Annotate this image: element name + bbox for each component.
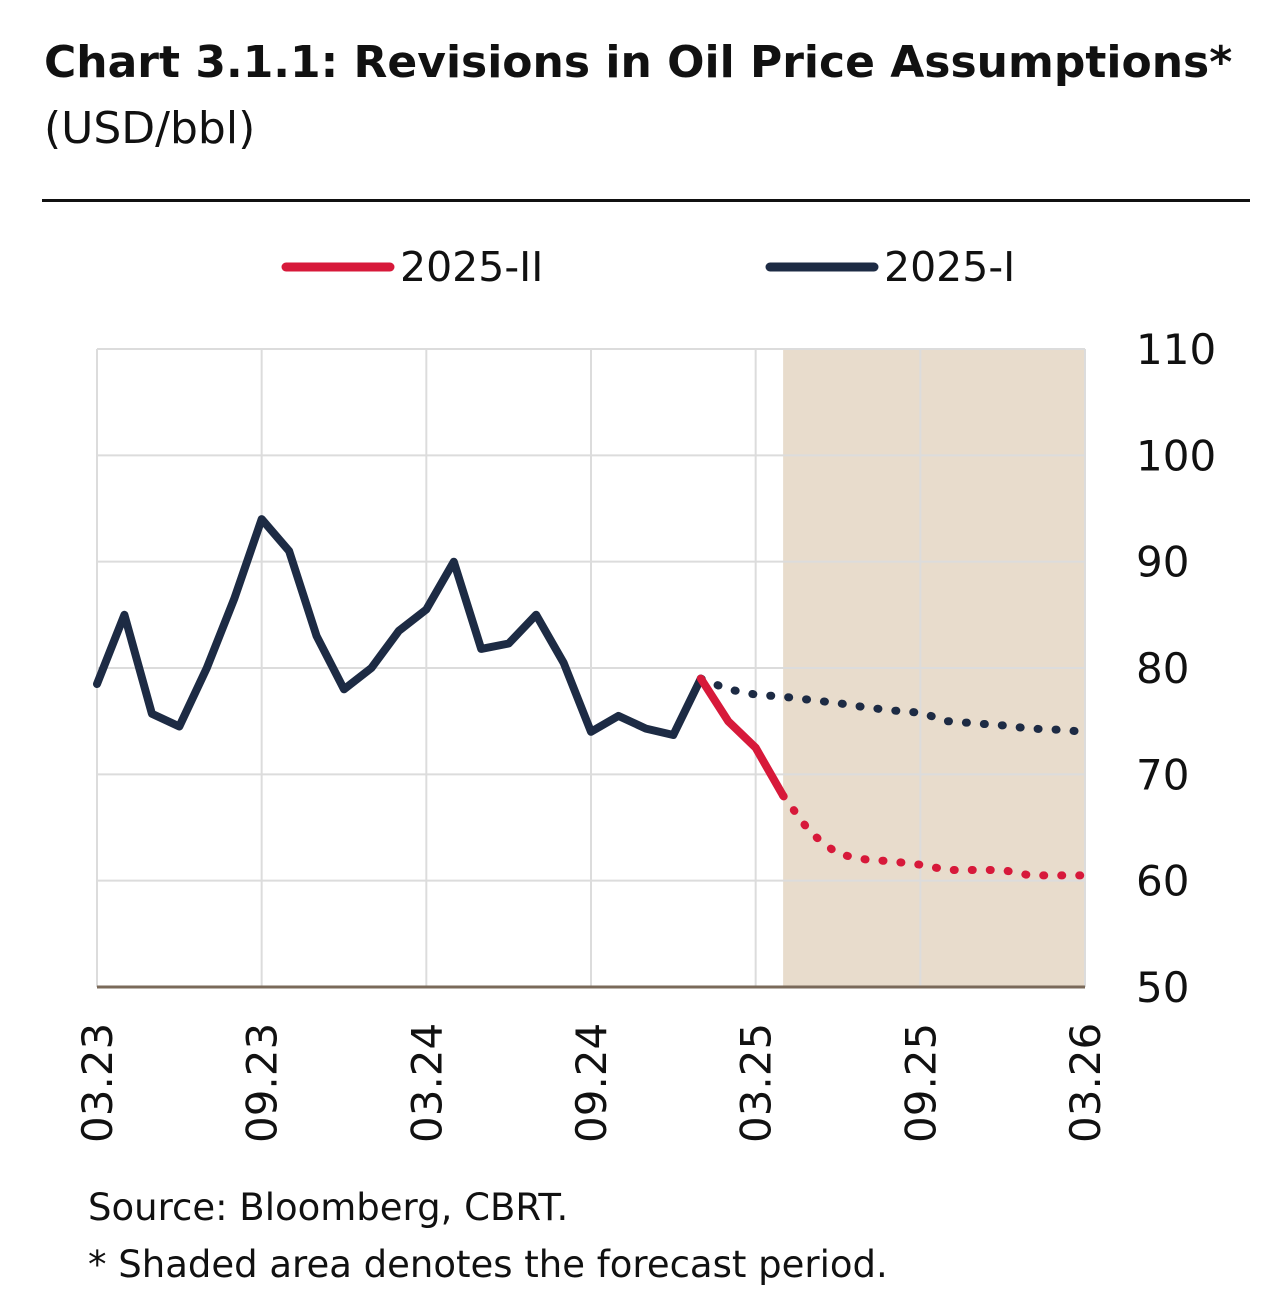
y-tick-label-80: 80 [1136, 644, 1189, 693]
y-tick-label-90: 90 [1136, 538, 1189, 587]
legend-label-2025-I: 2025-I [884, 243, 1015, 291]
x-tick-label-03.23: 03.23 [73, 1023, 122, 1143]
x-tick-label-03.24: 03.24 [402, 1023, 451, 1143]
y-tick-label-100: 100 [1136, 431, 1216, 480]
y-tick-label-50: 50 [1136, 963, 1189, 1012]
chart-title: Chart 3.1.1: Revisions in Oil Price Assu… [44, 30, 1244, 162]
series-2025-II-forecast-line [779, 791, 1089, 880]
title-divider [42, 199, 1250, 202]
legend: 2025-II 2025-I [281, 243, 1015, 291]
y-tick-label-110: 110 [1136, 325, 1216, 374]
y-tick-label-70: 70 [1136, 750, 1189, 799]
chart-title-main: Chart 3.1.1: Revisions in Oil Price Assu… [44, 37, 1233, 88]
chart-title-unit: (USD/bbl) [44, 103, 256, 154]
legend-label-2025-II: 2025-II [400, 243, 543, 291]
oil-price-chart: 2025-II 2025-I 50 60 70 80 90 100 110 03.23 09.2… [73, 243, 1216, 1143]
x-tick-label-09.24: 09.24 [567, 1023, 616, 1143]
x-tick-label-03.25: 03.25 [732, 1023, 781, 1143]
x-tick-label-03.26: 03.26 [1061, 1023, 1110, 1143]
y-tick-label-60: 60 [1136, 857, 1189, 906]
forecast-note: * Shaded area denotes the forecast perio… [88, 1243, 888, 1286]
series-history-line [93, 515, 705, 739]
series-2025-II-actual-line [696, 674, 788, 800]
source-note: Source: Bloomberg, CBRT. [88, 1186, 569, 1229]
x-tick-label-09.25: 09.25 [896, 1023, 945, 1143]
series-2025-I-forecast-line [696, 674, 1089, 736]
x-tick-label-09.23: 09.23 [238, 1023, 287, 1143]
plot-area: 50 60 70 80 90 100 110 03.23 09.23 03.24 09.24 03.2… [73, 325, 1216, 1143]
